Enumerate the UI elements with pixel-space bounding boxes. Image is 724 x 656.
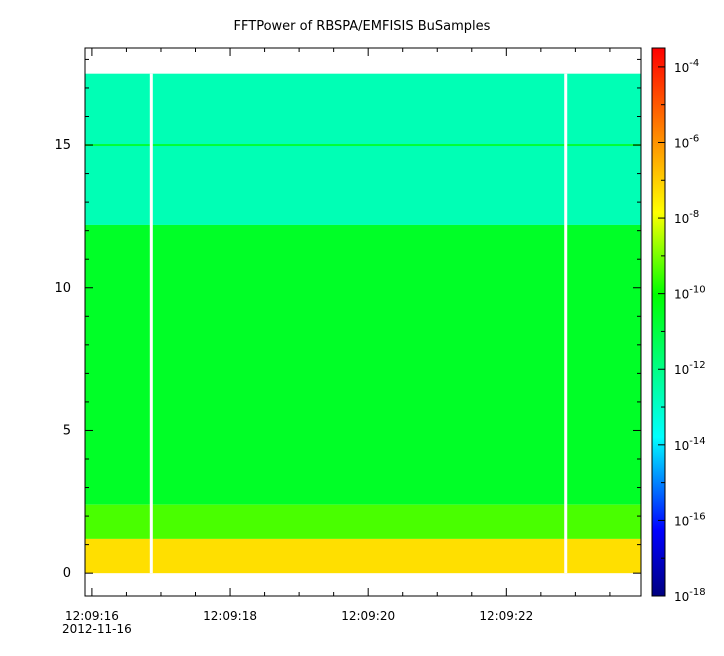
data-gap-1: [564, 73, 568, 574]
colorbar-tick-label: 10-14: [674, 436, 706, 453]
colorbar-tick-label: 10-10: [674, 285, 706, 302]
band-3: [85, 538, 641, 574]
spectrogram-image: [85, 73, 641, 574]
spectral-lines: [85, 144, 641, 147]
y-tick-label: 15: [54, 138, 71, 153]
band-1: [85, 224, 641, 505]
x-tick-label: 12:09:20: [341, 609, 395, 623]
colorbar-tick-label: 10-12: [674, 360, 706, 377]
x-tick-label: 12:09:22: [479, 609, 533, 623]
y-tick-label: 5: [63, 423, 71, 438]
colorbar-tick-label: 10-16: [674, 511, 706, 528]
chart-title: FFTPower of RBSPA/EMFISIS BuSamples: [234, 19, 491, 34]
y-tick-label: 10: [54, 281, 71, 296]
x-tick-label: 12:09:16: [65, 609, 119, 623]
y-tick-label: 0: [63, 566, 71, 581]
band-2: [85, 504, 641, 539]
colorbar-tick-label: 10-4: [674, 58, 699, 75]
x-tick-date-label: 2012-11-16: [62, 622, 132, 636]
x-tick-label: 12:09:18: [203, 609, 257, 623]
colorbar-tick-label: 10-6: [674, 133, 699, 150]
colorbar: [651, 47, 666, 597]
colorbar-tick-label: 10-18: [674, 587, 706, 604]
data-gaps: [149, 73, 568, 574]
plot-frame: [84, 47, 642, 597]
data-gap-0: [149, 73, 153, 574]
x-axis: 12:09:16 12:09:18 12:09:20 12:09:22: [65, 48, 611, 623]
band-0: [85, 73, 641, 225]
colorbar-tick-label: 10-8: [674, 209, 699, 226]
spectral-line-0: [85, 144, 641, 147]
y-axis: 0 5 10 15: [54, 58, 641, 581]
